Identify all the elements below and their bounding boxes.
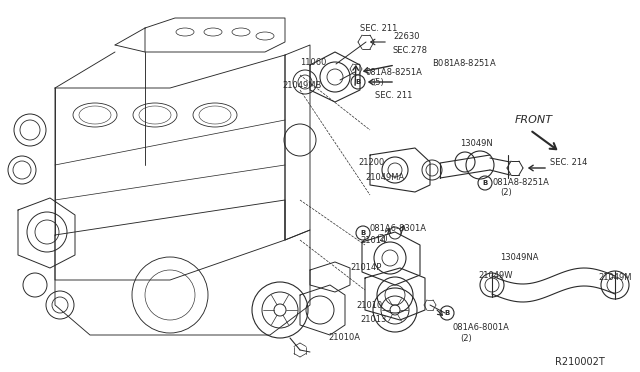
Text: (5): (5) [372, 77, 384, 87]
Text: 21049MB: 21049MB [282, 80, 321, 90]
Text: SEC. 211: SEC. 211 [360, 23, 397, 32]
Text: 21014: 21014 [360, 235, 387, 244]
Text: 21049MA: 21049MA [365, 173, 404, 182]
Text: 21010: 21010 [356, 301, 382, 310]
Text: FRONT: FRONT [515, 115, 553, 125]
Text: 13049NA: 13049NA [500, 253, 538, 263]
Text: SEC. 214: SEC. 214 [550, 157, 588, 167]
Text: $\mathregular{B}$081A8-8251A: $\mathregular{B}$081A8-8251A [432, 57, 497, 67]
Text: (2): (2) [376, 234, 388, 243]
Text: 21049M: 21049M [598, 273, 632, 282]
Text: B: B [483, 180, 488, 186]
Text: SEC. 211: SEC. 211 [375, 90, 412, 99]
Text: 22630: 22630 [393, 32, 419, 41]
Text: 081A8-8251A: 081A8-8251A [366, 67, 423, 77]
Text: 21200: 21200 [358, 157, 384, 167]
Text: (2): (2) [500, 187, 512, 196]
Text: 13049N: 13049N [460, 138, 493, 148]
Text: SEC.278: SEC.278 [393, 45, 428, 55]
Text: B: B [360, 230, 365, 236]
Text: (2): (2) [460, 334, 472, 343]
Text: 21013: 21013 [360, 315, 387, 324]
Text: R210002T: R210002T [555, 357, 605, 367]
Text: 081A6-8001A: 081A6-8001A [453, 324, 510, 333]
Text: B: B [355, 79, 360, 85]
Text: 11060: 11060 [300, 58, 326, 67]
Text: B: B [444, 310, 450, 316]
Text: 081A6-8301A: 081A6-8301A [370, 224, 427, 232]
Text: 081A8-8251A: 081A8-8251A [493, 177, 550, 186]
Text: 21049W: 21049W [478, 270, 513, 279]
Text: 21010A: 21010A [328, 334, 360, 343]
Text: 21014P: 21014P [350, 263, 381, 273]
